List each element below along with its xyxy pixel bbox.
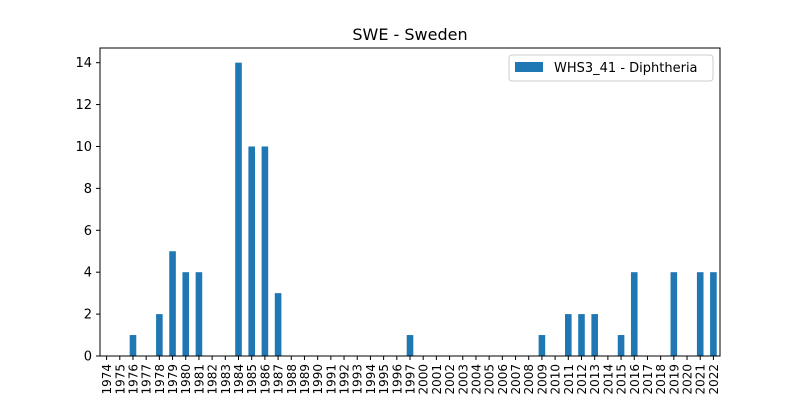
x-tick-label: 2021 <box>694 364 708 395</box>
x-tick-label: 2005 <box>483 364 497 395</box>
bar-2016 <box>630 272 638 356</box>
x-tick-label: 1985 <box>245 364 259 395</box>
x-tick-label: 1990 <box>311 364 325 395</box>
x-tick-label: 1992 <box>338 364 352 395</box>
x-tick-label: 1978 <box>153 364 167 395</box>
bar-2015 <box>617 335 625 356</box>
y-axis: 0 2 4 6 8 10 12 14 <box>75 56 100 365</box>
x-axis: 1974 1975 1976 1977 1978 1979 1980 1981 1982 1983… <box>100 356 721 395</box>
x-tick-label: 1981 <box>192 364 206 395</box>
y-tick-label: 10 <box>75 140 92 155</box>
x-tick-label: 2009 <box>535 364 549 395</box>
bar-1985 <box>248 146 255 356</box>
bar-2012 <box>578 314 585 356</box>
x-tick-label: 1976 <box>126 364 140 395</box>
bar-2013 <box>591 314 598 356</box>
plot-frame <box>99 47 721 357</box>
x-tick-label: 1993 <box>351 364 365 395</box>
x-tick-label: 2001 <box>430 364 444 395</box>
x-tick-label: 2000 <box>417 364 431 395</box>
x-tick-label: 1994 <box>364 364 378 395</box>
x-tick-label: 1987 <box>272 364 286 395</box>
y-tick-label: 8 <box>84 182 92 197</box>
legend: WHS3_41 - Diphtheria <box>508 54 714 82</box>
bar-1986 <box>261 146 269 356</box>
bar-1997 <box>406 335 414 356</box>
x-tick-label: 1975 <box>113 364 127 395</box>
x-tick-label: 2008 <box>522 364 536 395</box>
x-tick-label: 2011 <box>562 364 576 395</box>
y-tick-label: 6 <box>84 224 92 239</box>
x-tick-label: 2016 <box>628 364 642 395</box>
chart-title: SWE - Sweden <box>352 25 467 44</box>
bar-2009 <box>538 335 546 356</box>
bar-2011 <box>565 314 572 356</box>
x-tick-label: 2012 <box>575 364 589 395</box>
x-tick-label: 2004 <box>469 364 483 395</box>
x-tick-label: 2006 <box>496 364 510 395</box>
y-tick-label: 0 <box>84 350 92 365</box>
x-tick-label: 2013 <box>588 364 602 395</box>
x-tick-label: 2022 <box>707 364 721 395</box>
legend-frame <box>508 54 714 82</box>
bars-group <box>129 62 717 357</box>
x-tick-label: 1995 <box>377 364 391 395</box>
x-tick-label: 2010 <box>549 364 563 395</box>
x-tick-label: 2020 <box>681 364 695 395</box>
x-tick-label: 2014 <box>601 364 615 395</box>
x-tick-label: 1989 <box>298 364 312 395</box>
x-tick-label: 1991 <box>324 364 338 395</box>
x-tick-label: 2002 <box>443 364 457 395</box>
legend-label: WHS3_41 - Diphtheria <box>554 61 698 76</box>
y-tick-label: 12 <box>75 98 92 113</box>
bar-1978 <box>156 314 163 356</box>
x-tick-label: 1996 <box>390 364 404 395</box>
x-tick-label: 2003 <box>456 364 470 395</box>
x-tick-label: 1983 <box>219 364 233 395</box>
x-tick-label: 2007 <box>509 364 523 395</box>
x-tick-label: 1986 <box>258 364 272 395</box>
x-tick-label: 2015 <box>615 364 629 395</box>
bar-1976 <box>129 335 137 356</box>
legend-swatch <box>515 62 543 72</box>
x-tick-label: 1997 <box>404 364 418 395</box>
x-tick-label: 2019 <box>667 364 681 395</box>
x-tick-label: 1980 <box>179 364 193 395</box>
x-tick-label: 1977 <box>140 364 154 395</box>
x-tick-label: 2017 <box>641 364 655 395</box>
bar-2021 <box>696 272 704 356</box>
bar-1980 <box>182 272 190 356</box>
y-tick-label: 4 <box>84 266 92 281</box>
x-tick-label: 2018 <box>654 364 668 395</box>
bar-2022 <box>710 272 717 356</box>
bar-1984 <box>235 62 242 357</box>
bar-1979 <box>169 251 176 356</box>
y-tick-label: 14 <box>75 56 92 71</box>
x-tick-label: 1988 <box>285 364 299 395</box>
x-tick-label: 1979 <box>166 364 180 395</box>
y-tick-label: 2 <box>84 308 92 323</box>
x-tick-label: 1982 <box>206 364 220 395</box>
bar-2019 <box>670 272 678 356</box>
bar-1981 <box>195 272 203 356</box>
x-tick-label: 1984 <box>232 364 246 395</box>
x-tick-label: 1974 <box>100 364 114 395</box>
bar-1987 <box>274 293 282 356</box>
